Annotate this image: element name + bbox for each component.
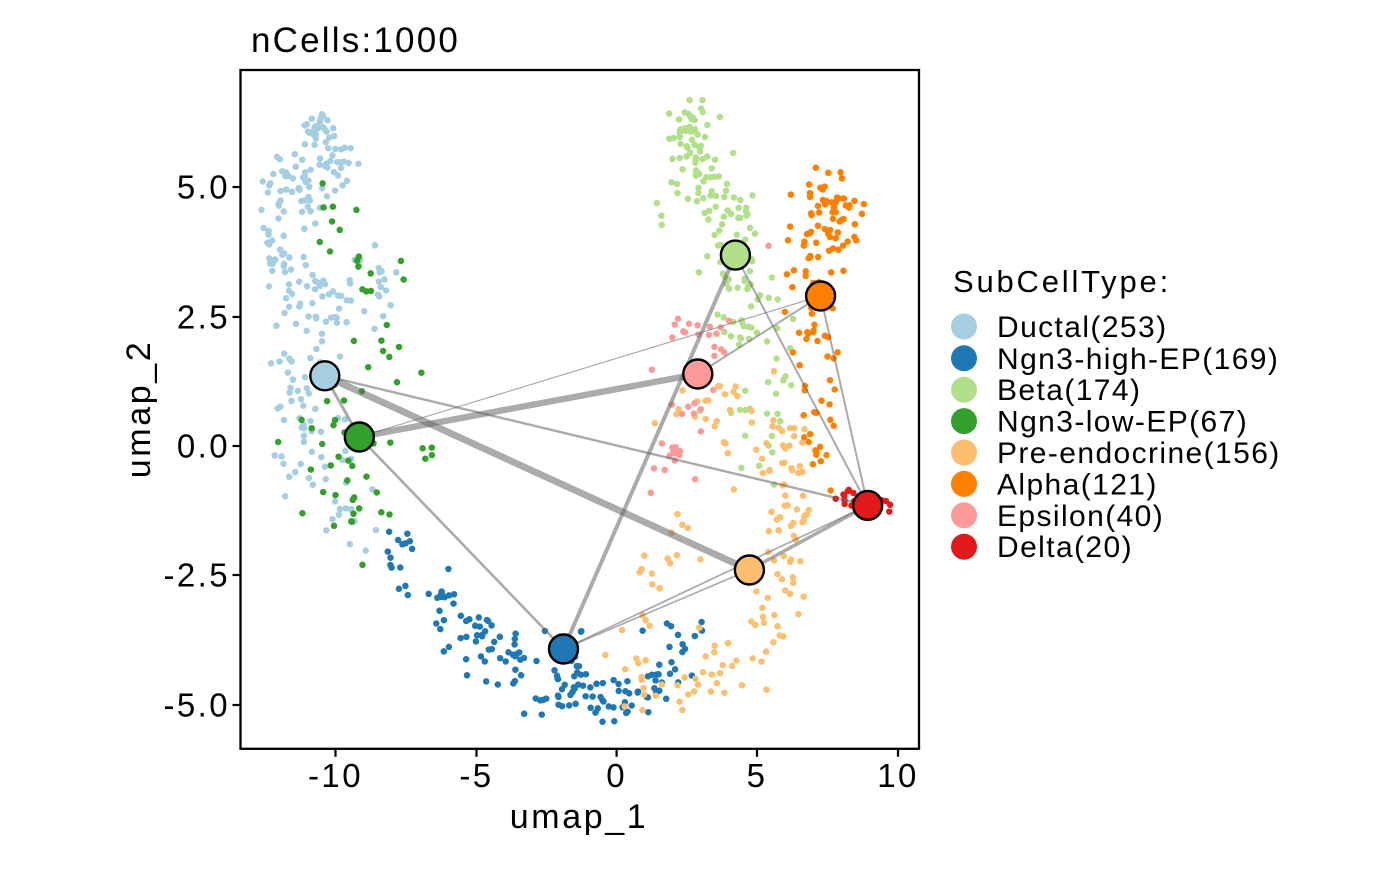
svg-text:0: 0: [606, 757, 627, 794]
svg-text:5: 5: [747, 757, 768, 794]
svg-text:-5: -5: [459, 757, 493, 794]
svg-text:Beta(174): Beta(174): [997, 374, 1141, 407]
svg-text:Ductal(253): Ductal(253): [997, 311, 1167, 344]
svg-text:SubCellType:: SubCellType:: [953, 264, 1171, 299]
svg-text:Alpha(121): Alpha(121): [997, 468, 1158, 501]
svg-text:Ngn3-low-EP(67): Ngn3-low-EP(67): [997, 406, 1248, 439]
svg-text:Ngn3-high-EP(169): Ngn3-high-EP(169): [997, 343, 1279, 376]
svg-text:-10: -10: [308, 757, 363, 794]
svg-text:Delta(20): Delta(20): [997, 531, 1133, 564]
svg-text:5.0: 5.0: [177, 169, 230, 206]
svg-text:nCells:1000: nCells:1000: [251, 21, 460, 60]
svg-text:Epsilon(40): Epsilon(40): [997, 500, 1164, 533]
svg-text:-5.0: -5.0: [164, 687, 230, 724]
svg-text:0.0: 0.0: [177, 428, 230, 465]
svg-text:2.5: 2.5: [177, 299, 230, 336]
svg-text:10: 10: [877, 757, 919, 794]
svg-text:Pre-endocrine(156): Pre-endocrine(156): [997, 437, 1281, 470]
svg-text:umap_2: umap_2: [120, 340, 158, 478]
svg-text:-2.5: -2.5: [164, 557, 230, 594]
svg-text:umap_1: umap_1: [510, 798, 648, 836]
